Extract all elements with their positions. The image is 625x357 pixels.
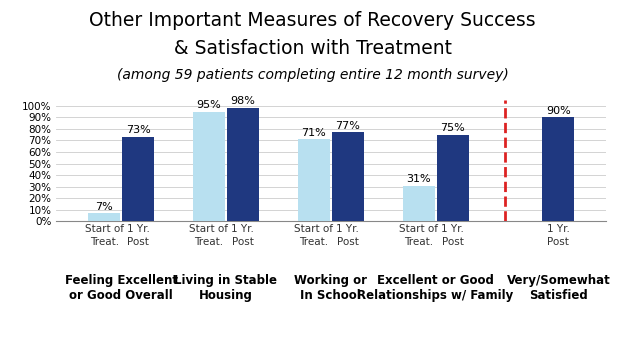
Text: Feeling Excellent
or Good Overall: Feeling Excellent or Good Overall xyxy=(64,274,178,302)
Text: Excellent or Good
Relationships w/ Family: Excellent or Good Relationships w/ Famil… xyxy=(357,274,514,302)
Text: 31%: 31% xyxy=(406,174,431,184)
Text: & Satisfaction with Treatment: & Satisfaction with Treatment xyxy=(174,39,451,58)
Bar xyxy=(122,137,154,221)
Text: 73%: 73% xyxy=(126,125,151,135)
Text: (among 59 patients completing entire 12 month survey): (among 59 patients completing entire 12 … xyxy=(117,68,508,82)
Text: Very/Somewhat
Satisfied: Very/Somewhat Satisfied xyxy=(506,274,610,302)
Text: 95%: 95% xyxy=(197,100,221,110)
Text: Other Important Measures of Recovery Success: Other Important Measures of Recovery Suc… xyxy=(89,11,536,30)
Text: 98%: 98% xyxy=(231,96,256,106)
Bar xyxy=(298,139,330,221)
Text: Working or
In School: Working or In School xyxy=(294,274,368,302)
Text: 75%: 75% xyxy=(440,123,465,133)
Text: 77%: 77% xyxy=(335,121,360,131)
Text: 7%: 7% xyxy=(95,201,113,211)
Bar xyxy=(227,108,259,221)
Bar xyxy=(542,117,574,221)
Text: 90%: 90% xyxy=(546,106,571,116)
Bar xyxy=(436,135,469,221)
Bar xyxy=(332,132,364,221)
Text: 71%: 71% xyxy=(301,127,326,137)
Text: Living in Stable
Housing: Living in Stable Housing xyxy=(174,274,278,302)
Bar xyxy=(88,213,120,221)
Bar xyxy=(402,186,434,221)
Bar xyxy=(193,111,225,221)
